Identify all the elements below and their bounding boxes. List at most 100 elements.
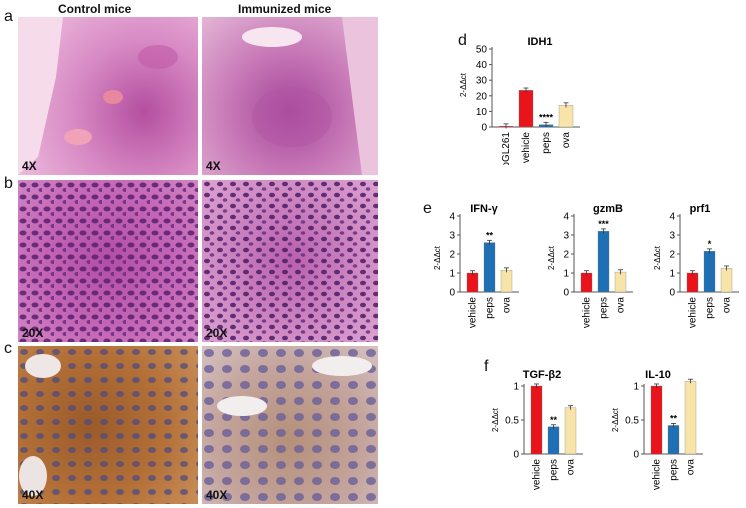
magnification-label: 4X — [206, 159, 221, 173]
y-tick-label: 0 — [513, 450, 519, 461]
bar-peps — [667, 425, 680, 455]
significance-label: ** — [486, 230, 494, 240]
bar-peps — [547, 426, 560, 455]
category-label: peps — [549, 459, 560, 481]
y-tick-label: 1 — [513, 382, 519, 393]
y-tick-label: 0 — [481, 123, 487, 134]
chart-title: prf1 — [690, 203, 711, 215]
bar-vehicle — [580, 272, 593, 293]
chart-prf1: prf1 2-ΔΔct 0 1 2 3 4 vehicle * peps ova — [653, 203, 739, 328]
bar-vehicle — [650, 385, 663, 455]
category-label: ova — [686, 459, 697, 476]
y-tick-label: 0.5 — [505, 416, 519, 427]
bar-ova — [500, 270, 513, 293]
chart-title: gzmB — [593, 203, 623, 215]
category-label: vehicle — [521, 132, 532, 164]
magnification-label: 40X — [206, 488, 228, 502]
significance-label: **** — [539, 112, 554, 122]
y-axis-label: 2-ΔΔct — [491, 407, 500, 432]
magnification-label: 40X — [22, 488, 44, 502]
magnification-label: 20X — [22, 326, 44, 340]
y-tick-label: 20 — [476, 91, 488, 102]
bar-ova — [720, 268, 733, 293]
category-label: peps — [485, 297, 496, 319]
category-label: vehicle — [468, 297, 479, 329]
y-tick-label: 3 — [563, 231, 569, 242]
y-axis-label: 2-ΔΔct — [653, 245, 662, 270]
y-tick-label: 0 — [449, 288, 455, 299]
y-tick-label: 1 — [449, 269, 455, 280]
category-label: ova — [502, 297, 513, 314]
y-tick-label: 40 — [476, 60, 488, 71]
y-tick-label: 3 — [669, 231, 675, 242]
y-tick-label: 3 — [449, 231, 455, 242]
category-label: ova — [616, 297, 627, 314]
histology-c-control: 40X — [18, 346, 198, 504]
y-tick-label: 2 — [669, 250, 675, 261]
control-mice-title: Control mice — [58, 2, 132, 16]
category-label: vehicle — [582, 297, 593, 329]
bar-ova — [558, 105, 574, 128]
magnification-label: 20X — [206, 326, 228, 340]
y-axis-label: 2-ΔΔct — [611, 407, 620, 432]
y-axis-label: 2-ΔΔct — [547, 245, 556, 270]
y-tick-label: 10 — [476, 107, 488, 118]
immunized-mice-title: Immunized mice — [238, 2, 332, 16]
panel-label-e: e — [423, 200, 432, 217]
bar-ova — [564, 407, 577, 455]
panel-label-d: d — [458, 32, 467, 49]
category-label: peps — [599, 297, 610, 319]
y-tick-label: 0.5 — [625, 416, 639, 427]
y-tick-label: 1 — [563, 269, 569, 280]
category-label: ova — [561, 132, 572, 149]
histology-a-control: 4X — [18, 17, 198, 175]
y-tick-label: 4 — [449, 212, 455, 223]
panel-label-c: c — [4, 340, 12, 357]
histology-a-immunized: 4X — [202, 17, 378, 175]
category-label: peps — [541, 132, 552, 154]
chart-il-10: IL-10 2-ΔΔct 0 0.5 1 vehicle ** peps ova — [611, 369, 703, 490]
y-tick-label: 2 — [563, 250, 569, 261]
bar-ova — [614, 271, 627, 293]
chart-gzmb: gzmB 2-ΔΔct 0 1 2 3 4 vehicle *** peps ova — [547, 203, 633, 329]
histology-b-immunized: 20X — [202, 180, 378, 342]
significance-label: *** — [598, 219, 609, 229]
chart-title: IL-10 — [645, 369, 671, 381]
bar-vehicle — [686, 272, 699, 293]
significance-label: ** — [550, 415, 558, 425]
category-label: ova — [566, 459, 577, 476]
y-tick-label: 4 — [563, 212, 569, 223]
bar-ova — [684, 381, 697, 455]
y-tick-label: 50 — [476, 45, 488, 56]
histology-b-control: 20X — [18, 180, 198, 342]
chart-idh1: IDH1 2-ΔΔct 0 10 20 30 40 50 pGL261 vehicle **** pe… — [459, 36, 580, 165]
significance-label: * — [708, 239, 712, 249]
category-label: pGL261 — [501, 132, 512, 165]
y-axis-label: 2-ΔΔct — [459, 72, 468, 97]
chart-tgf-beta2: TGF-β2 2-ΔΔct 0 0.5 1 vehicle ** peps ova — [491, 369, 583, 491]
panel-label-a: a — [4, 8, 13, 25]
y-tick-label: 0 — [563, 288, 569, 299]
y-tick-label: 1 — [669, 269, 675, 280]
y-tick-label: 4 — [669, 212, 675, 223]
y-tick-label: 1 — [633, 382, 639, 393]
y-tick-label: 30 — [476, 76, 488, 87]
y-tick-label: 0 — [633, 450, 639, 461]
bar-peps — [597, 231, 610, 293]
category-label: vehicle — [532, 459, 543, 491]
y-tick-label: 2 — [449, 250, 455, 261]
category-label: peps — [705, 297, 716, 319]
category-label: ova — [722, 297, 733, 314]
significance-label: ** — [670, 413, 678, 423]
panel-label-f: f — [484, 358, 489, 375]
y-axis-label: 2-ΔΔct — [433, 245, 442, 270]
chart-title: IFN-γ — [470, 203, 498, 215]
bar-vehicle — [466, 272, 479, 293]
y-tick-label: 0 — [669, 288, 675, 299]
bar-vehicle — [530, 385, 543, 455]
chart-title: IDH1 — [527, 36, 552, 48]
bar-peps — [483, 242, 496, 293]
category-label: peps — [669, 459, 680, 481]
bar-peps — [703, 251, 716, 293]
bar-vehicle — [518, 90, 534, 128]
